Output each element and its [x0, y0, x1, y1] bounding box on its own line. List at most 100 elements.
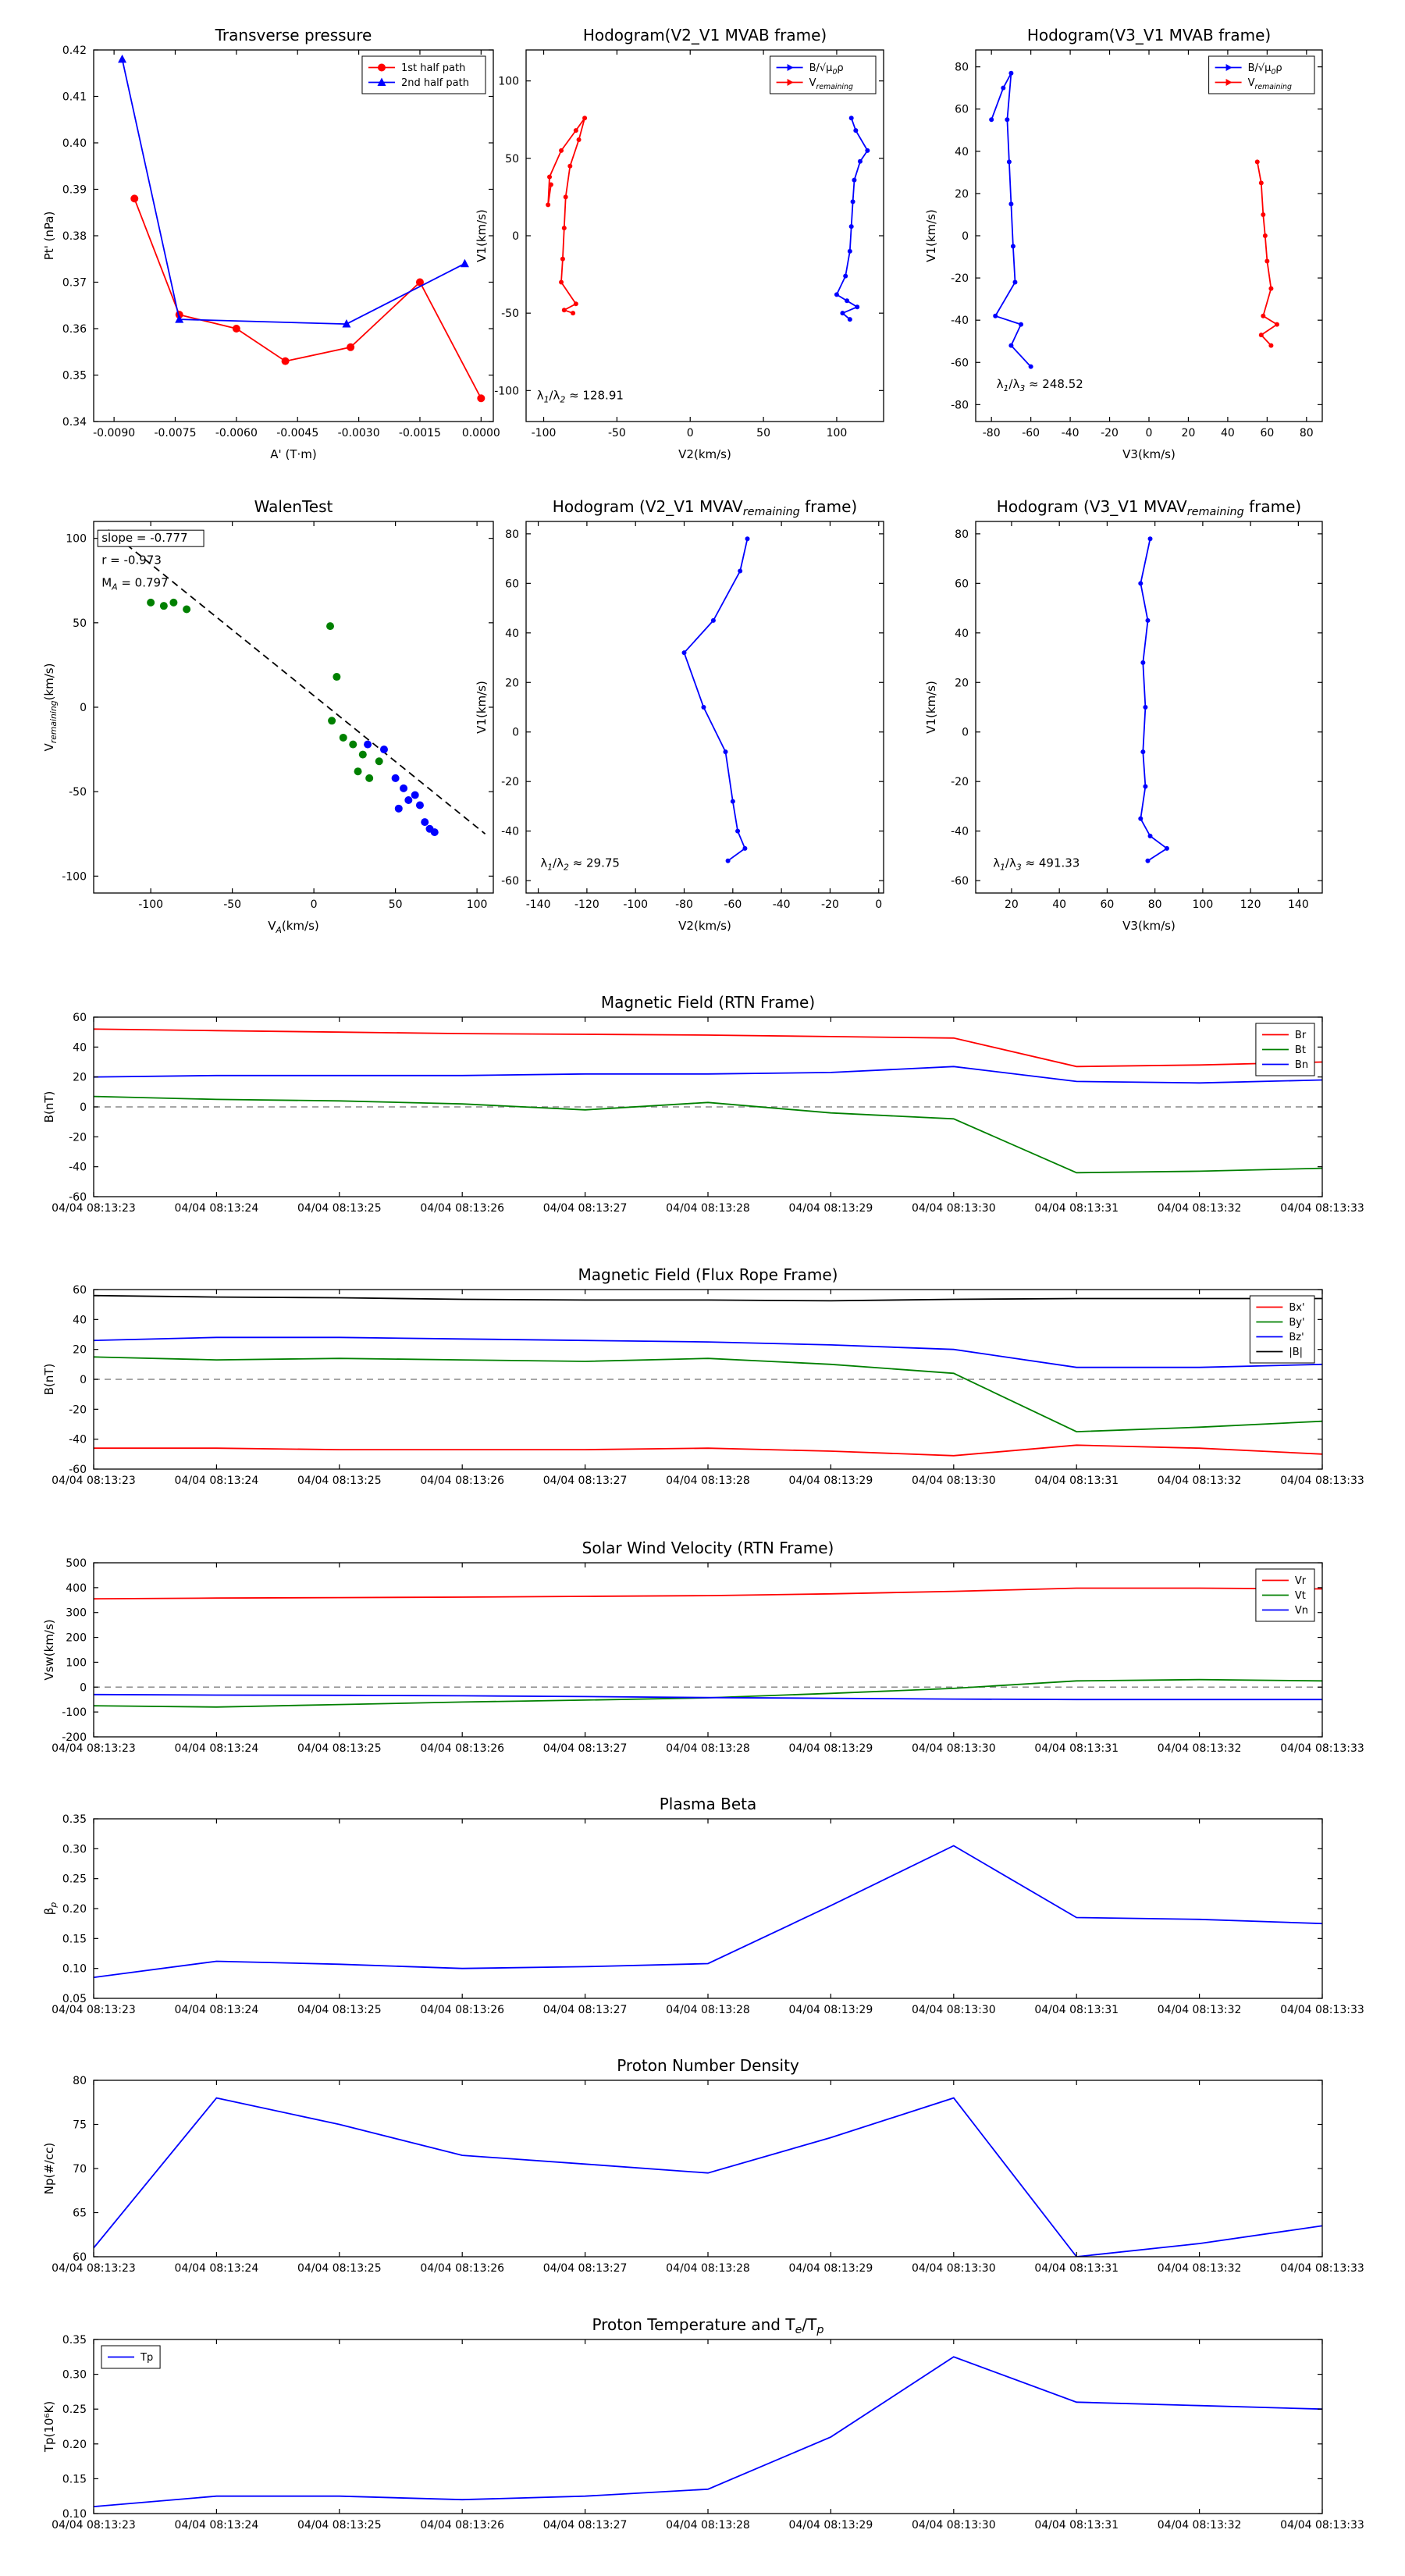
- svg-text:Br: Br: [1295, 1030, 1307, 1041]
- svg-text:04/04 08:13:32: 04/04 08:13:32: [1158, 2004, 1242, 2016]
- svg-text:65: 65: [73, 2208, 87, 2220]
- svg-text:04/04 08:13:23: 04/04 08:13:23: [52, 1202, 136, 1215]
- svg-text:0.35: 0.35: [62, 370, 87, 382]
- svg-text:04/04 08:13:33: 04/04 08:13:33: [1280, 1202, 1364, 1215]
- svg-text:04/04 08:13:33: 04/04 08:13:33: [1280, 1742, 1364, 1755]
- svg-text:Plasma Beta: Plasma Beta: [660, 1795, 757, 1813]
- transverse-pressure-plot: -0.0090 -0.0075 -0.0060 -0.0045 -0.0030 -0.00…: [42, 26, 500, 461]
- svg-text:20: 20: [73, 1344, 87, 1357]
- svg-text:04/04 08:13:29: 04/04 08:13:29: [789, 2519, 873, 2532]
- svg-text:-0.0030: -0.0030: [338, 427, 380, 439]
- magnetic-field-rtn-legend: Br Bt Bn: [1255, 1023, 1315, 1076]
- svg-text:-50: -50: [608, 427, 626, 439]
- svg-text:VA(km/s): VA(km/s): [268, 919, 319, 935]
- svg-text:Tp(10⁶K): Tp(10⁶K): [42, 2401, 56, 2453]
- svg-text:60: 60: [73, 1012, 87, 1024]
- svg-text:04/04 08:13:30: 04/04 08:13:30: [912, 2262, 996, 2275]
- svg-text:200: 200: [66, 1632, 87, 1645]
- svg-text:slope = -0.777: slope = -0.777: [101, 531, 187, 545]
- svg-text:Proton Number Density: Proton Number Density: [617, 2056, 799, 2075]
- chart-hodogram-v2v1-mvav-remaining: -140 -120 -100 -80 -60 -40 -20 0 -60 -40 -20 0 20 40 6…: [475, 497, 884, 933]
- svg-text:0.25: 0.25: [62, 1873, 87, 1886]
- chart-hodogram-v2v1-mvab: -100 -50 0 50 100 -100 -50 0 50 100 Hodogram(V2_V1…: [475, 26, 884, 461]
- svg-text:04/04 08:13:30: 04/04 08:13:30: [912, 1202, 996, 1215]
- svg-text:Solar Wind Velocity (RTN Frame: Solar Wind Velocity (RTN Frame): [582, 1539, 834, 1557]
- chart-solar-wind-velocity: 04/04 08:13:23 04/04 08:13:24 04/04 08:13:…: [42, 1539, 1364, 1755]
- svg-text:0: 0: [80, 1101, 87, 1114]
- svg-text:0: 0: [311, 898, 318, 911]
- svg-text:MA = 0.797: MA = 0.797: [101, 575, 168, 592]
- svg-text:04/04 08:13:24: 04/04 08:13:24: [175, 1475, 259, 1487]
- svg-text:04/04 08:13:28: 04/04 08:13:28: [666, 1475, 750, 1487]
- svg-text:-60: -60: [1022, 427, 1040, 439]
- svg-text:04/04 08:13:24: 04/04 08:13:24: [175, 2004, 259, 2016]
- svg-text:80: 80: [73, 2075, 87, 2087]
- svg-text:0: 0: [962, 727, 969, 739]
- svg-text:04/04 08:13:31: 04/04 08:13:31: [1034, 2262, 1119, 2275]
- svg-text:04/04 08:13:26: 04/04 08:13:26: [420, 2519, 504, 2532]
- svg-text:04/04 08:13:31: 04/04 08:13:31: [1034, 2004, 1119, 2016]
- svg-text:λ1/λ2 ≈ 128.91: λ1/λ2 ≈ 128.91: [537, 388, 624, 404]
- svg-text:Vremaining: Vremaining: [809, 77, 853, 91]
- svg-text:40: 40: [1052, 898, 1066, 911]
- svg-text:B/√μ0ρ: B/√μ0ρ: [1248, 62, 1282, 76]
- svg-text:0: 0: [80, 1681, 87, 1694]
- hodogram-v3v1-mvab-plot: -80 -60 -40 -20 0 20 40 60 80 -80 -60 -40 -20 0 20 40 60…: [924, 26, 1323, 461]
- svg-text:-60: -60: [69, 1191, 87, 1204]
- hodogram-v2v1-mvav-remaining-plot: -140 -120 -100 -80 -60 -40 -20 0 -60 -40 -20 0 20 40 6…: [475, 497, 884, 933]
- svg-text:60: 60: [73, 2251, 87, 2264]
- svg-text:Tp: Tp: [140, 2352, 153, 2364]
- hodogram-v2v1-mvab-plot: -100 -50 0 50 100 -100 -50 0 50 100 Hodogram(V2_V1…: [475, 26, 884, 461]
- svg-text:04/04 08:13:32: 04/04 08:13:32: [1158, 1202, 1242, 1215]
- svg-text:04/04 08:13:24: 04/04 08:13:24: [175, 2262, 259, 2275]
- svg-text:04/04 08:13:23: 04/04 08:13:23: [52, 1475, 136, 1487]
- svg-text:0.37: 0.37: [62, 277, 87, 290]
- svg-text:100: 100: [467, 898, 488, 911]
- svg-text:0.10: 0.10: [62, 2508, 87, 2521]
- svg-text:100: 100: [827, 427, 848, 439]
- svg-text:βp: βp: [42, 1902, 59, 1916]
- svg-text:300: 300: [66, 1607, 87, 1620]
- svg-text:-80: -80: [983, 427, 1001, 439]
- svg-text:04/04 08:13:26: 04/04 08:13:26: [420, 2262, 504, 2275]
- svg-text:04/04 08:13:32: 04/04 08:13:32: [1158, 1475, 1242, 1487]
- svg-text:0: 0: [80, 1374, 87, 1386]
- svg-text:V1(km/s): V1(km/s): [475, 209, 489, 262]
- svg-text:WalenTest: WalenTest: [254, 497, 333, 516]
- svg-text:0.35: 0.35: [62, 1813, 87, 1826]
- svg-text:04/04 08:13:25: 04/04 08:13:25: [297, 2262, 382, 2275]
- chart-walen-test: -100 -50 0 50 100 -100 -50 0 50 100 WalenTest VA(km…: [42, 497, 494, 935]
- svg-text:-100: -100: [494, 385, 519, 397]
- svg-text:r = -0.973: r = -0.973: [101, 553, 162, 568]
- svg-text:-60: -60: [951, 357, 969, 369]
- svg-text:40: 40: [1221, 427, 1235, 439]
- chart-proton-temperature: 04/04 08:13:23 04/04 08:13:24 04/04 08:13:…: [42, 2315, 1364, 2532]
- svg-text:04/04 08:13:23: 04/04 08:13:23: [52, 2519, 136, 2532]
- svg-text:0.30: 0.30: [62, 1843, 87, 1856]
- svg-text:50: 50: [505, 153, 519, 165]
- svg-text:-0.0045: -0.0045: [276, 427, 318, 439]
- svg-text:04/04 08:13:27: 04/04 08:13:27: [543, 1742, 628, 1755]
- proton-number-density-plot: 04/04 08:13:23 04/04 08:13:24 04/04 08:13:…: [42, 2056, 1364, 2275]
- svg-text:A' (T·m): A' (T·m): [270, 447, 316, 461]
- svg-text:0: 0: [687, 427, 694, 439]
- magnetic-field-flux-rope-plot: 04/04 08:13:23 04/04 08:13:24 04/04 08:13:…: [42, 1265, 1364, 1487]
- svg-text:100: 100: [1193, 898, 1214, 911]
- svg-text:100: 100: [66, 1656, 87, 1669]
- svg-text:80: 80: [955, 528, 969, 541]
- plasma-beta-plot: 04/04 08:13:23 04/04 08:13:24 04/04 08:13:…: [42, 1795, 1364, 2016]
- svg-text:1st half path: 1st half path: [401, 62, 465, 74]
- svg-text:04/04 08:13:27: 04/04 08:13:27: [543, 2519, 628, 2532]
- svg-text:λ1/λ3 ≈ 248.52: λ1/λ3 ≈ 248.52: [997, 377, 1083, 393]
- svg-text:04/04 08:13:26: 04/04 08:13:26: [420, 2004, 504, 2016]
- svg-text:-100: -100: [138, 898, 163, 911]
- svg-text:Hodogram (V3_V1 MVAVremaining: Hodogram (V3_V1 MVAVremaining frame): [997, 497, 1301, 518]
- svg-text:04/04 08:13:28: 04/04 08:13:28: [666, 1742, 750, 1755]
- svg-text:04/04 08:13:27: 04/04 08:13:27: [543, 1202, 628, 1215]
- solar-wind-velocity-plot: 04/04 08:13:23 04/04 08:13:24 04/04 08:13:…: [42, 1539, 1364, 1755]
- chart-transverse-pressure: -0.0090 -0.0075 -0.0060 -0.0045 -0.0030 -0.00…: [42, 26, 500, 461]
- svg-text:04/04 08:13:23: 04/04 08:13:23: [52, 1742, 136, 1755]
- svg-text:V3(km/s): V3(km/s): [1122, 447, 1176, 461]
- svg-text:04/04 08:13:29: 04/04 08:13:29: [789, 1202, 873, 1215]
- svg-text:04/04 08:13:29: 04/04 08:13:29: [789, 1475, 873, 1487]
